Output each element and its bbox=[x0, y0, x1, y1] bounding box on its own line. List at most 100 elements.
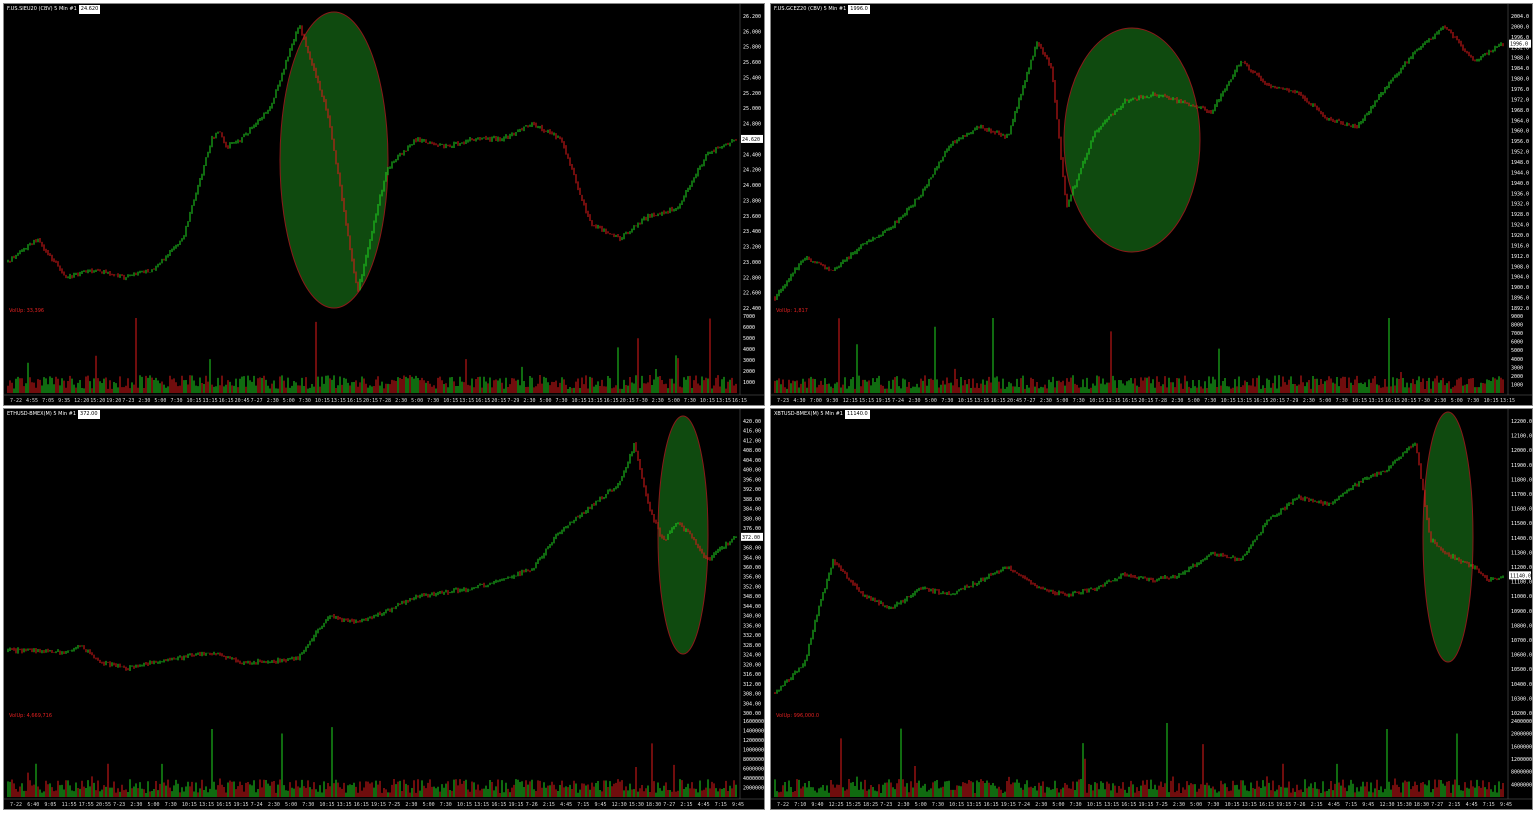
price-tick-label: 412.00 bbox=[743, 438, 761, 444]
time-tick-label: 5:00 bbox=[423, 802, 435, 808]
last-price-marker bbox=[741, 134, 763, 143]
price-tick-label: 1996.0 bbox=[1511, 35, 1529, 41]
time-tick-label: 7:15 bbox=[577, 802, 589, 808]
time-tick-label: 20:15 bbox=[1270, 398, 1285, 404]
time-tick-label: 9:30 bbox=[826, 398, 838, 404]
time-tick-label: 10:15 bbox=[1352, 398, 1367, 404]
price-tick-label: 1960.0 bbox=[1511, 129, 1529, 135]
time-tick-label: 20:45 bbox=[235, 398, 250, 404]
volume-tick-label: 3000 bbox=[1511, 365, 1523, 371]
price-tick-label: 22.600 bbox=[743, 291, 761, 297]
time-tick-label: 20:15 bbox=[1401, 398, 1416, 404]
price-tick-label: 1984.0 bbox=[1511, 66, 1529, 72]
time-tick-label: 7:30 bbox=[932, 802, 944, 808]
price-tick-label: 396.00 bbox=[743, 477, 761, 483]
time-tick-label: 13:15 bbox=[1369, 398, 1384, 404]
time-tick-label: 12:20 bbox=[74, 398, 89, 404]
price-tick-label: 1968.0 bbox=[1511, 108, 1529, 114]
price-tick-label: 1988.0 bbox=[1511, 56, 1529, 62]
time-tick-label: 20:45 bbox=[1007, 398, 1022, 404]
price-tick-label: 1940.0 bbox=[1511, 181, 1529, 187]
price-tick-label: 26.000 bbox=[743, 29, 761, 35]
time-tick-label: 2:30 bbox=[130, 802, 142, 808]
time-tick-label: 16:15 bbox=[1121, 802, 1136, 808]
time-tick-label: 2:15 bbox=[1448, 802, 1460, 808]
price-tick-label: 23.200 bbox=[743, 245, 761, 251]
volume-tick-label: 60000000 bbox=[743, 767, 764, 773]
time-tick-label: 4:45 bbox=[560, 802, 572, 808]
price-tick-label: 10600.0 bbox=[1511, 653, 1532, 659]
time-tick-label: 10:15 bbox=[186, 398, 201, 404]
price-tick-label: 1964.0 bbox=[1511, 118, 1529, 124]
time-tick-label: 10:15 bbox=[319, 802, 334, 808]
time-tick-label: 5:00 bbox=[539, 398, 551, 404]
price-tick-label: 364.00 bbox=[743, 555, 761, 561]
time-tick-label: 2:30 bbox=[395, 398, 407, 404]
chart-pane-silver[interactable]: F.US.SIEU20 (CBV) 5 Min #1 24.620 VolUp: 3… bbox=[3, 3, 765, 406]
volume-study-label: VolUp: 1,817 bbox=[776, 308, 808, 314]
time-tick-label: 7:00 bbox=[810, 398, 822, 404]
time-tick-label: 5:00 bbox=[925, 398, 937, 404]
price-tick-label: 332.00 bbox=[743, 633, 761, 639]
price-tick-label: 316.00 bbox=[743, 672, 761, 678]
price-tick-label: 2000.0 bbox=[1511, 24, 1529, 30]
time-tick-label: 10:15 bbox=[182, 802, 197, 808]
price-tick-label: 300.00 bbox=[743, 711, 761, 717]
price-tick-label: 312.00 bbox=[743, 682, 761, 688]
volume-tick-label: 5000 bbox=[1511, 348, 1523, 354]
time-tick-label: 5:00 bbox=[285, 802, 297, 808]
time-tick-label: 5:00 bbox=[154, 398, 166, 404]
chart-canvas: 420.00 416.00 412.00 408.00 404.00 400.00 396.… bbox=[4, 409, 764, 808]
volume-tick-label: 8000 bbox=[1511, 323, 1523, 329]
time-tick-label: 10:15 bbox=[1221, 398, 1236, 404]
time-tick-label: 2:30 bbox=[898, 802, 910, 808]
time-tick-label: 13:15 bbox=[588, 398, 603, 404]
time-tick-label: 16:15 bbox=[1122, 398, 1137, 404]
chart-pane-xbtusd[interactable]: XBTUSD-BMEX(M) 5 Min #1 11140.0 VolUp: 996… bbox=[770, 408, 1533, 810]
time-tick-label: 7-27 bbox=[251, 398, 263, 404]
price-tick-label: 1924.0 bbox=[1511, 223, 1529, 229]
price-tick-label: 336.00 bbox=[743, 623, 761, 629]
volume-tick-label: 2000 bbox=[743, 369, 755, 375]
time-tick-label: 5:00 bbox=[148, 802, 160, 808]
price-tick-label: 384.00 bbox=[743, 507, 761, 513]
time-tick-label: 10:15 bbox=[315, 398, 330, 404]
volume-tick-label: 9000 bbox=[1511, 314, 1523, 320]
volume-tick-label: 6000 bbox=[1511, 340, 1523, 346]
time-tick-label: 5:00 bbox=[668, 398, 680, 404]
time-tick-label: 7-23 bbox=[113, 802, 125, 808]
time-tick-label: 16:15 bbox=[491, 802, 506, 808]
chart-pane-gold[interactable]: F.US.GCEZ20 (CBV) 5 Min #1 1996.0 VolUp: 1… bbox=[770, 3, 1533, 406]
chart-symbol-label: XBTUSD-BMEX(M) 5 Min #1 bbox=[774, 411, 843, 417]
highlight-ellipse bbox=[657, 415, 709, 655]
time-tick-label: 12:30 bbox=[612, 802, 627, 808]
price-tick-label: 11600.0 bbox=[1511, 507, 1532, 513]
last-price-label: 24.620 bbox=[742, 137, 760, 143]
highlight-ellipse bbox=[1422, 411, 1474, 663]
price-tick-label: 1976.0 bbox=[1511, 87, 1529, 93]
chart-price-tag: 24.620 bbox=[78, 5, 101, 14]
time-tick-label: 2:30 bbox=[267, 398, 279, 404]
time-tick-label: 10:15 bbox=[1225, 802, 1240, 808]
chart-title: F.US.SIEU20 (CBV) 5 Min #1 24.620 bbox=[7, 5, 101, 14]
time-tick-label: 7:30 bbox=[1207, 802, 1219, 808]
time-tick-label: 9:35 bbox=[58, 398, 70, 404]
time-tick-label: 15:30 bbox=[629, 802, 644, 808]
time-tick-label: 7:30 bbox=[1204, 398, 1216, 404]
time-tick-label: 15:25 bbox=[846, 802, 861, 808]
price-tick-label: 376.00 bbox=[743, 526, 761, 532]
price-tick-label: 1972.0 bbox=[1511, 97, 1529, 103]
time-tick-label: 2:30 bbox=[652, 398, 664, 404]
time-tick-label: 7-26 bbox=[526, 802, 538, 808]
volume-tick-label: 6000 bbox=[743, 325, 755, 331]
price-tick-label: 25.400 bbox=[743, 75, 761, 81]
price-tick-label: 1900.0 bbox=[1511, 285, 1529, 291]
price-tick-label: 25.600 bbox=[743, 60, 761, 66]
chart-pane-ethusd[interactable]: ETHUSD-BMEX(M) 5 Min #1 372.00 VolUp: 4,66… bbox=[3, 408, 765, 810]
time-tick-label: 7-23 bbox=[122, 398, 134, 404]
price-tick-label: 23.800 bbox=[743, 198, 761, 204]
chart-symbol-label: ETHUSD-BMEX(M) 5 Min #1 bbox=[7, 411, 77, 417]
time-tick-label: 13:15 bbox=[716, 398, 731, 404]
volume-tick-label: 2000 bbox=[1511, 374, 1523, 380]
highlight-ellipse bbox=[279, 11, 389, 309]
